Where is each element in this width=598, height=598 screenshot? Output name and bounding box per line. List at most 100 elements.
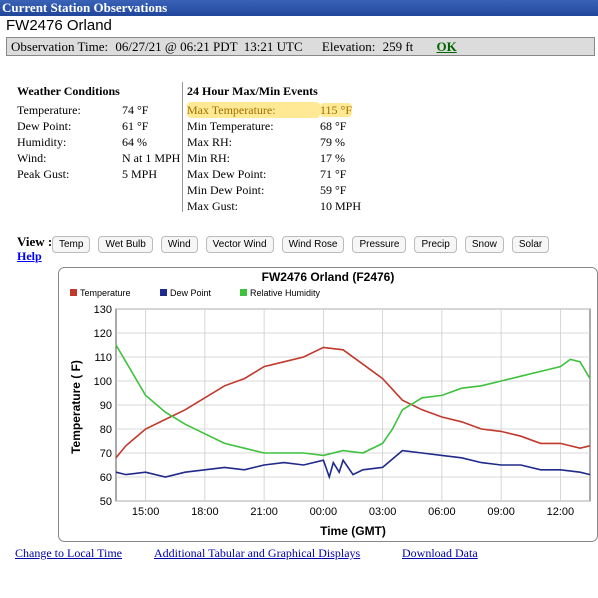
condition-value: 74 °F bbox=[122, 103, 149, 117]
x-axis-ticks: 15:00 18:00 21:00 00:00 03:00 06:00 09:00 12:00 bbox=[132, 506, 574, 518]
y-tick-label: 70 bbox=[100, 448, 112, 460]
page-header-title: Current Station Observations bbox=[2, 0, 168, 15]
condition-value: 5 MPH bbox=[122, 167, 158, 181]
observation-bar: Observation Time: 06/27/21 @ 06:21 PDT 1… bbox=[6, 37, 595, 56]
x-tick-label: 18:00 bbox=[191, 506, 219, 518]
condition-row: Temperature: 74 °F bbox=[17, 102, 180, 118]
chart-series bbox=[115, 344, 591, 480]
event-value: 79 % bbox=[320, 135, 345, 149]
condition-label: Dew Point: bbox=[17, 119, 72, 133]
y-tick-label: 120 bbox=[94, 328, 112, 340]
view-temp-button[interactable]: Temp bbox=[52, 236, 91, 253]
x-tick-label: 06:00 bbox=[428, 506, 456, 518]
weather-conditions-title: Weather Conditions bbox=[17, 84, 120, 98]
chart-title: FW2476 Orland (F2476) bbox=[262, 270, 395, 284]
view-wet-bulb-button[interactable]: Wet Bulb bbox=[98, 236, 153, 253]
condition-row: Humidity: 64 % bbox=[17, 134, 180, 150]
event-row: Max RH: 79 % bbox=[187, 134, 361, 150]
view-pressure-button[interactable]: Pressure bbox=[352, 236, 407, 253]
event-value: 10 MPH bbox=[320, 199, 362, 213]
condition-label: Temperature: bbox=[17, 103, 81, 117]
y-axis-label: Temperature ( F) bbox=[69, 360, 83, 454]
x-tick-label: 21:00 bbox=[250, 506, 278, 518]
event-value: 71 °F bbox=[320, 167, 347, 181]
event-row: Min Temperature: 68 °F bbox=[187, 118, 361, 134]
ok-link[interactable]: OK bbox=[436, 39, 457, 54]
event-row-max-temp: Max Temperature: 115 °F bbox=[187, 102, 361, 118]
event-value: 68 °F bbox=[320, 119, 347, 133]
x-tick-label: 12:00 bbox=[547, 506, 575, 518]
condition-label: Peak Gust: bbox=[17, 167, 70, 181]
event-label: Min RH: bbox=[187, 151, 231, 165]
event-label: Max Gust: bbox=[187, 199, 238, 213]
event-label: Max Temperature: bbox=[187, 102, 320, 118]
view-precip-button[interactable]: Precip bbox=[414, 236, 457, 253]
station-name: FW2476 Orland bbox=[6, 17, 112, 34]
y-tick-label: 100 bbox=[94, 376, 112, 388]
condition-row: Dew Point: 61 °F bbox=[17, 118, 180, 134]
y-tick-label: 60 bbox=[100, 472, 112, 484]
view-wind-rose-button[interactable]: Wind Rose bbox=[281, 236, 345, 253]
max-min-events: 24 Hour Max/Min Events Max Temperature: 1… bbox=[187, 84, 361, 214]
elevation-value: 259 ft bbox=[382, 39, 414, 54]
y-tick-label: 130 bbox=[94, 304, 112, 316]
view-label: View : bbox=[17, 234, 53, 249]
x-tick-label: 00:00 bbox=[310, 506, 338, 518]
legend-relative-humidity: Relative Humidity bbox=[250, 288, 321, 298]
view-vector-wind-button[interactable]: Vector Wind bbox=[205, 236, 274, 253]
event-row: Min RH: 17 % bbox=[187, 150, 361, 166]
event-row: Max Dew Point: 71 °F bbox=[187, 166, 361, 182]
condition-value: N at 1 MPH bbox=[122, 151, 181, 165]
legend-dew-point: Dew Point bbox=[170, 288, 212, 298]
legend-swatch-temperature bbox=[70, 289, 77, 296]
chart-legend: Temperature Dew Point Relative Humidity bbox=[70, 288, 321, 298]
series-line-relative-humidity bbox=[115, 344, 591, 457]
event-row: Min Dew Point: 59 °F bbox=[187, 182, 361, 198]
obs-time: 06/27/21 @ 06:21 PDT 13:21 UTC bbox=[115, 39, 303, 54]
series-line-temperature bbox=[115, 346, 591, 459]
x-tick-label: 15:00 bbox=[132, 506, 160, 518]
event-label: Max RH: bbox=[187, 135, 232, 149]
legend-temperature: Temperature bbox=[80, 288, 131, 298]
obs-time-label: Observation Time: bbox=[11, 39, 109, 54]
y-tick-label: 90 bbox=[100, 400, 112, 412]
events-title: 24 Hour Max/Min Events bbox=[187, 84, 318, 98]
view-snow-button[interactable]: Snow bbox=[464, 236, 504, 253]
download-data-link[interactable]: Download Data bbox=[402, 546, 478, 560]
y-tick-label: 80 bbox=[100, 424, 112, 436]
event-value: 59 °F bbox=[320, 183, 347, 197]
condition-row: Wind: N at 1 MPH bbox=[17, 150, 180, 166]
page-header-bar: Current Station Observations bbox=[0, 0, 598, 16]
table-divider bbox=[182, 82, 183, 212]
y-tick-label: 110 bbox=[94, 352, 112, 364]
event-value: 17 % bbox=[320, 151, 345, 165]
view-buttons: Temp Wet Bulb Wind Vector Wind Wind Rose… bbox=[52, 234, 553, 253]
condition-row: Peak Gust: 5 MPH bbox=[17, 166, 180, 182]
view-solar-button[interactable]: Solar bbox=[511, 236, 550, 253]
chart-grid bbox=[115, 308, 591, 502]
legend-swatch-dew-point bbox=[160, 289, 167, 296]
additional-displays-link[interactable]: Additional Tabular and Graphical Display… bbox=[154, 546, 361, 560]
elevation-label: Elevation: bbox=[321, 39, 376, 54]
y-axis-ticks: 50 60 70 80 90 100 110 120 130 bbox=[94, 304, 112, 508]
legend-swatch-relative-humidity bbox=[240, 289, 247, 296]
condition-label: Humidity: bbox=[17, 135, 67, 149]
x-tick-label: 03:00 bbox=[369, 506, 397, 518]
y-tick-label: 50 bbox=[100, 496, 112, 508]
weather-conditions: Weather Conditions Temperature: 74 °F Dew… bbox=[17, 84, 180, 182]
event-row: Max Gust: 10 MPH bbox=[187, 198, 361, 214]
condition-value: 61 °F bbox=[122, 119, 149, 133]
x-axis-label: Time (GMT) bbox=[320, 524, 386, 538]
change-local-time-link[interactable]: Change to Local Time bbox=[15, 546, 122, 560]
condition-value: 64 % bbox=[122, 135, 147, 149]
weather-chart: FW2476 Orland (F2476) Temperature Dew Po… bbox=[58, 267, 598, 542]
event-label: Max Dew Point: bbox=[187, 167, 267, 181]
event-label: Min Temperature: bbox=[187, 119, 274, 133]
event-label: Min Dew Point: bbox=[187, 183, 265, 197]
help-link[interactable]: Help bbox=[17, 249, 42, 263]
event-value: 115 °F bbox=[320, 103, 353, 117]
x-tick-label: 09:00 bbox=[487, 506, 515, 518]
series-line-dew-point bbox=[115, 449, 591, 480]
view-wind-button[interactable]: Wind bbox=[160, 236, 198, 253]
condition-label: Wind: bbox=[17, 151, 47, 165]
